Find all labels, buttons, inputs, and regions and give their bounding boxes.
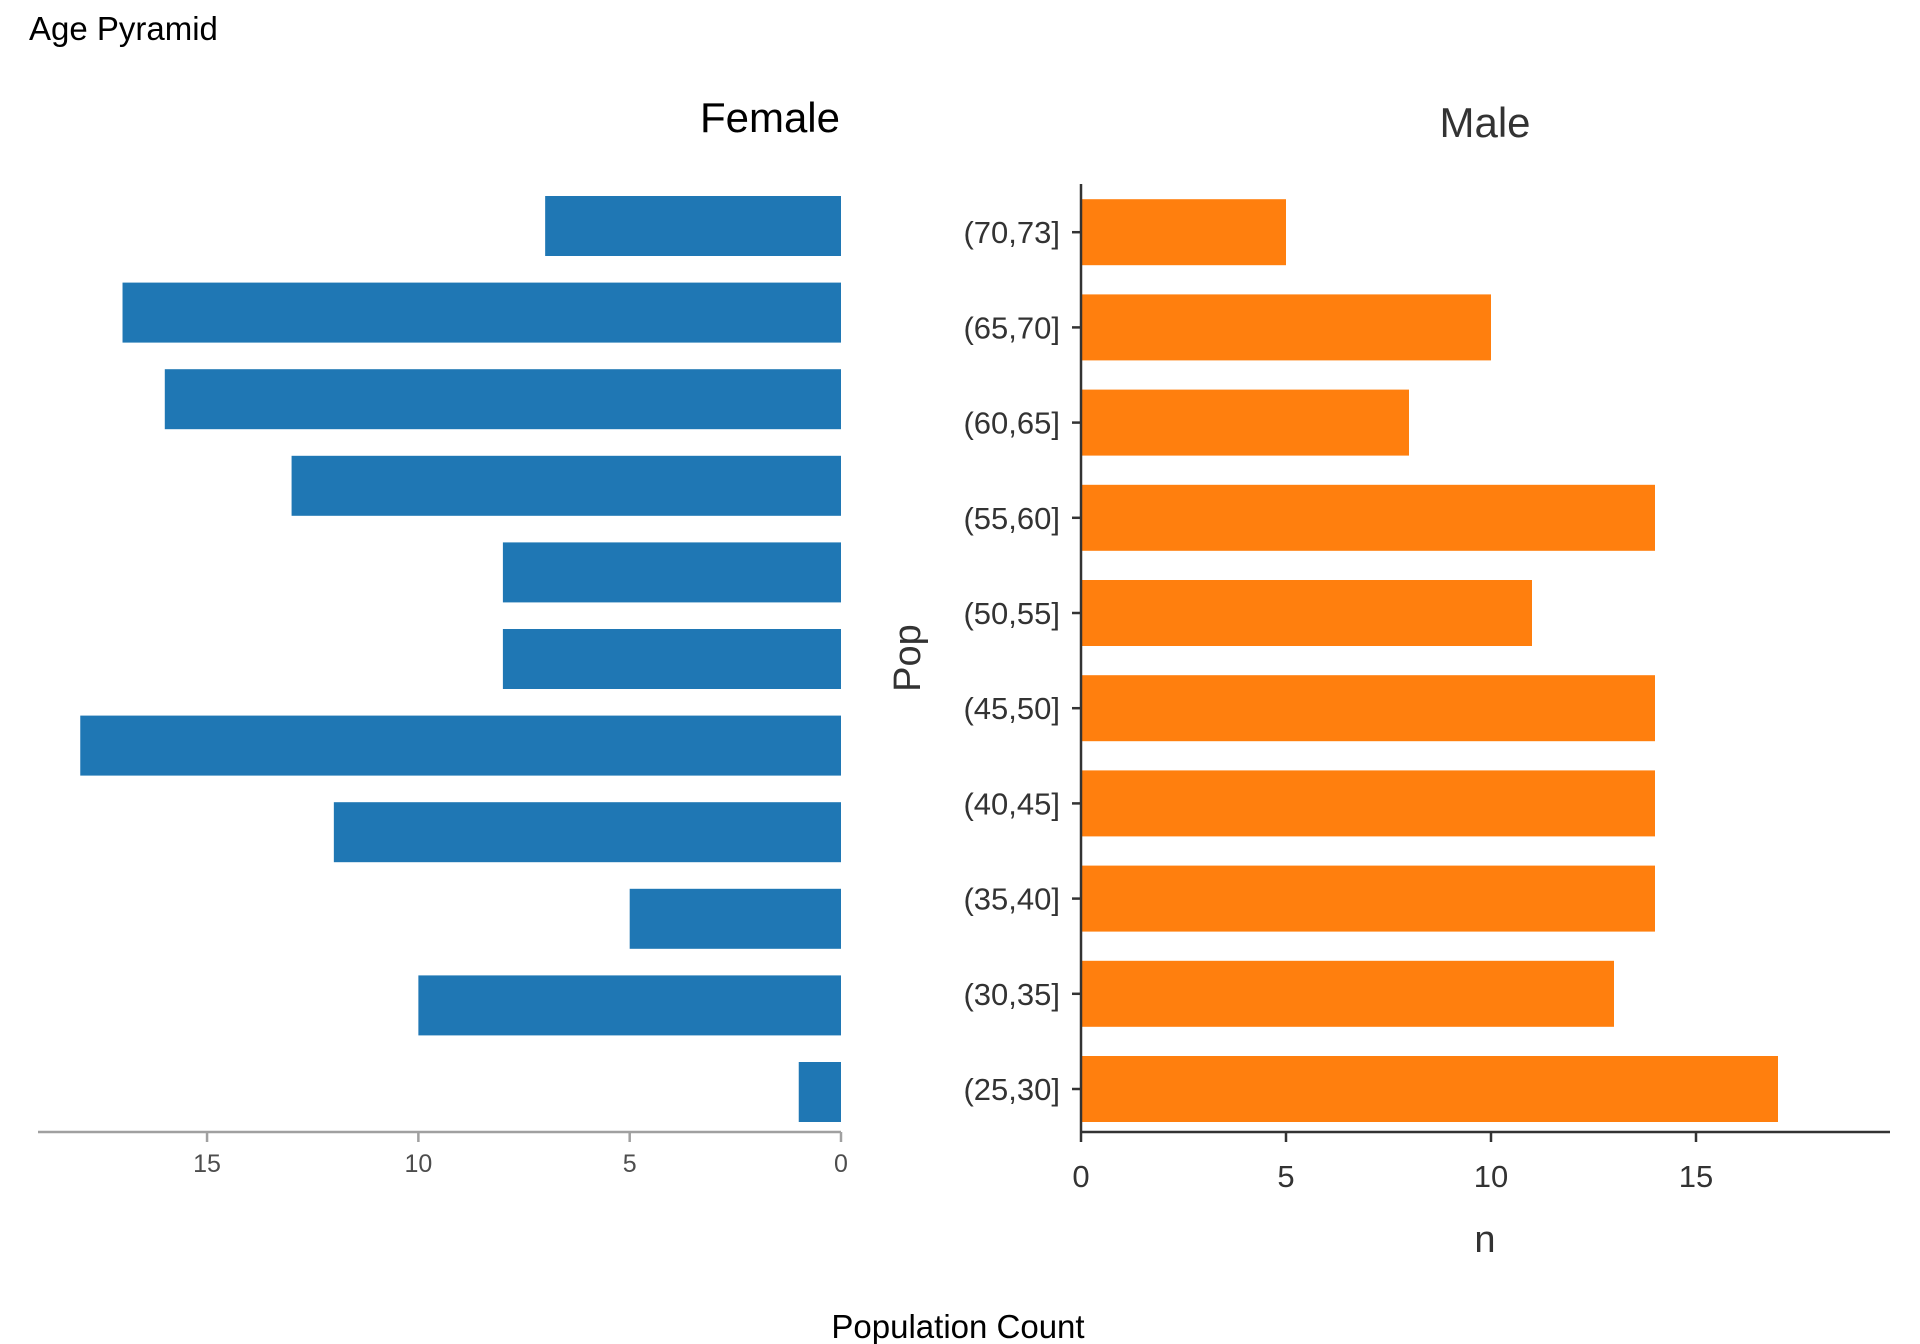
- female-panel-title: Female: [700, 94, 840, 141]
- female-bar-10: [545, 196, 841, 256]
- female-bar-8: [164, 369, 841, 430]
- category-label: (65,70]: [963, 310, 1060, 345]
- male-bar-2: [1081, 865, 1655, 932]
- male-x-axis-label: n: [1474, 1219, 1495, 1261]
- male-tick-label: 15: [1679, 1159, 1713, 1194]
- male-bar-6: [1081, 484, 1655, 551]
- male-bar-1: [1081, 960, 1614, 1027]
- category-label: (25,30]: [963, 1072, 1060, 1107]
- female-bar-4: [80, 715, 841, 776]
- female-bar-0: [798, 1062, 841, 1122]
- chart-caption: Population Count: [831, 1308, 1084, 1344]
- category-label: (35,40]: [963, 882, 1060, 917]
- male-bar-4: [1081, 675, 1655, 742]
- male-bars: [1081, 199, 1778, 1122]
- male-bar-5: [1081, 580, 1532, 646]
- category-label: (70,73]: [963, 215, 1060, 250]
- category-label: (55,60]: [963, 501, 1060, 536]
- female-bar-7: [291, 455, 841, 516]
- female-tick-label: 15: [193, 1150, 221, 1178]
- female-x-axis: 15 10 5 0: [38, 1130, 848, 1178]
- male-panel-title: Male: [1439, 99, 1530, 146]
- male-axes: (25,30] (30,35] (35,40] (40,45] (45,50] (50,5…: [963, 184, 1890, 1194]
- female-tick-label: 0: [834, 1150, 848, 1178]
- female-bars: [80, 196, 842, 1122]
- female-bar-1: [418, 975, 841, 1036]
- category-label: (45,50]: [963, 691, 1060, 726]
- male-tick-label: 0: [1072, 1159, 1089, 1194]
- male-tick-label: 5: [1277, 1159, 1294, 1194]
- male-y-axis-label: Pop: [887, 624, 929, 692]
- female-bar-5: [502, 629, 841, 689]
- category-label: (30,35]: [963, 977, 1060, 1012]
- male-bar-9: [1081, 199, 1286, 266]
- male-bar-0: [1081, 1056, 1778, 1122]
- female-bar-3: [333, 802, 841, 863]
- category-label: (50,55]: [963, 596, 1060, 631]
- female-tick-label: 5: [623, 1150, 637, 1178]
- female-bar-6: [502, 542, 841, 603]
- male-bar-8: [1081, 294, 1491, 361]
- male-bar-3: [1081, 770, 1655, 837]
- female-bar-9: [122, 282, 842, 343]
- female-tick-label: 10: [404, 1150, 432, 1178]
- category-label: (40,45]: [963, 786, 1060, 821]
- male-bar-7: [1081, 389, 1409, 456]
- female-bar-2: [629, 888, 841, 949]
- chart-title: Age Pyramid: [29, 10, 218, 47]
- male-tick-label: 10: [1474, 1159, 1508, 1194]
- category-label: (60,65]: [963, 406, 1060, 441]
